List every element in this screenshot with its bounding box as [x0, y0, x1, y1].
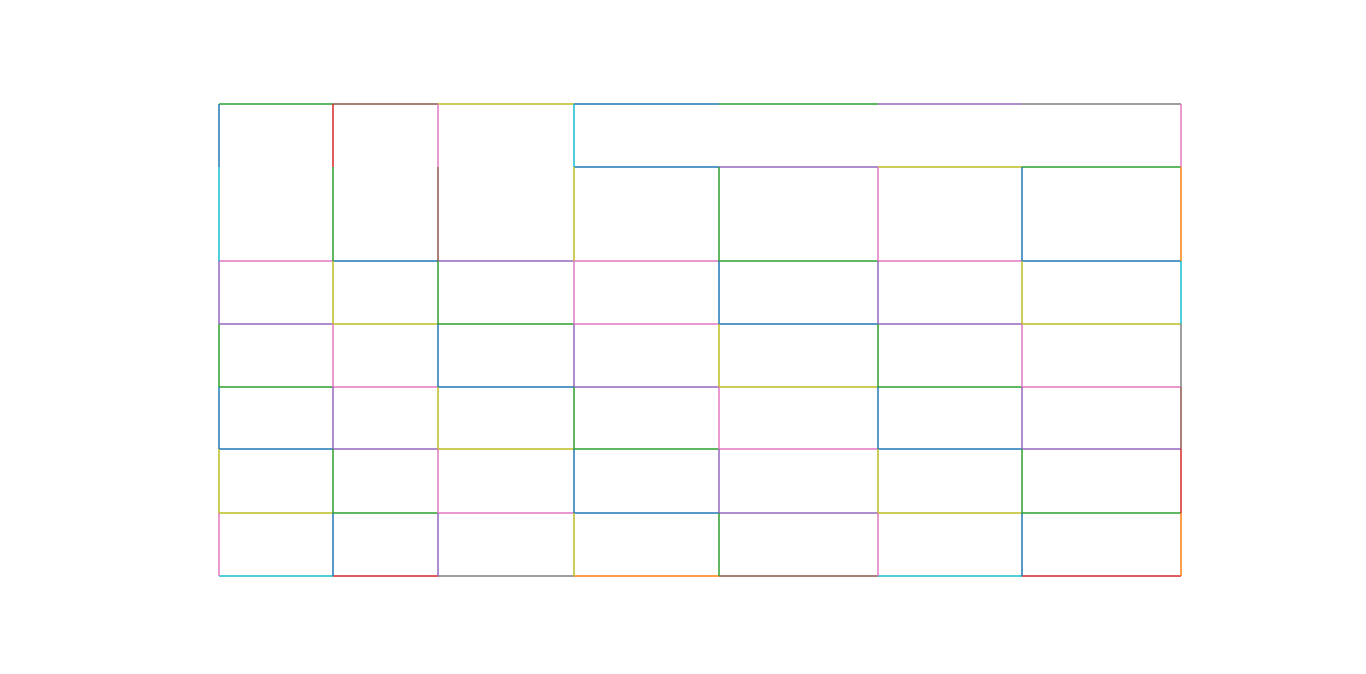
- table-grid: [218, 103, 1182, 577]
